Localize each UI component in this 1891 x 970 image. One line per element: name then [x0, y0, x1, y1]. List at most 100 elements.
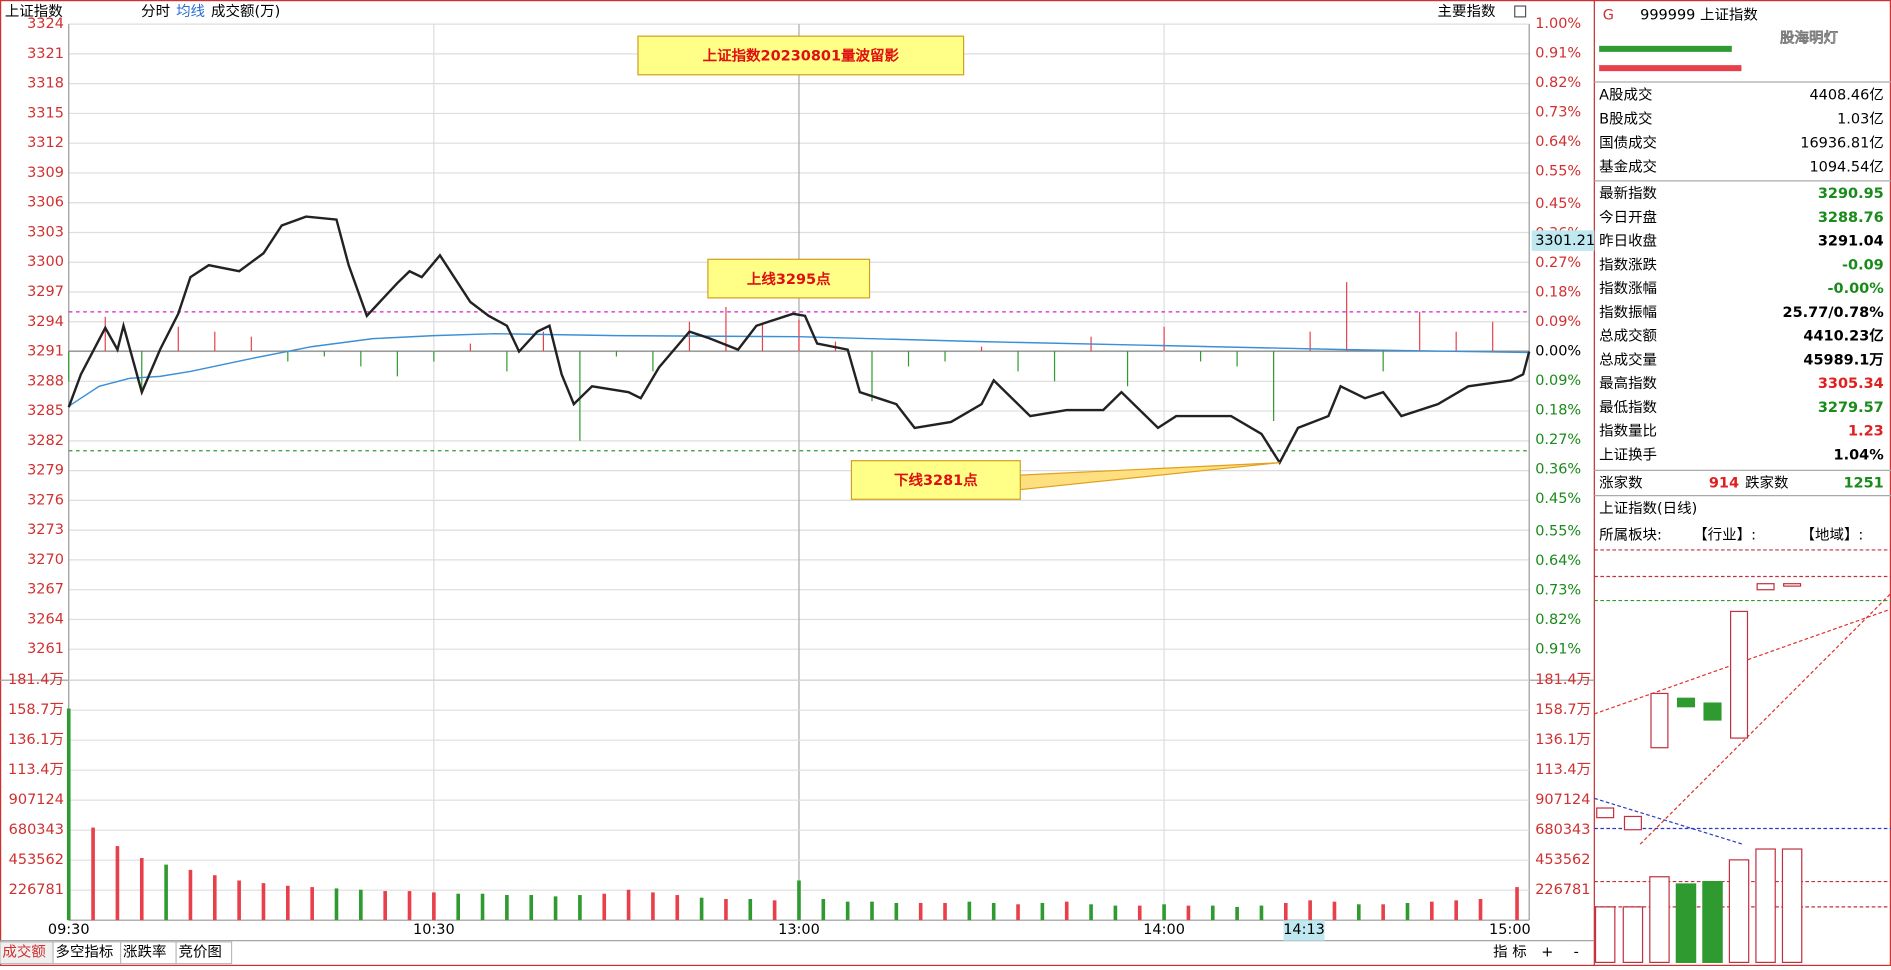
volume-bar	[699, 897, 704, 921]
y-tick-label: 3312	[27, 135, 64, 151]
y-tick-label: 907124	[9, 792, 64, 808]
y-tick-label: 3297	[27, 284, 64, 300]
row-label: 上证换手	[1599, 447, 1657, 464]
price-line	[67, 215, 1531, 466]
volume-bar	[456, 893, 461, 921]
volume-bar	[602, 893, 607, 921]
toolbar-item[interactable]: 成交额(万)	[211, 2, 280, 20]
tab-label[interactable]: 竞价图	[178, 943, 221, 961]
volume-bar	[1259, 905, 1264, 921]
volume-bar	[237, 880, 241, 921]
tab-tool[interactable]: 指 标	[1493, 944, 1527, 961]
volume-bar	[772, 900, 777, 921]
y-tick-label: 158.7万	[1535, 702, 1591, 718]
bar-green	[1599, 45, 1732, 52]
y2-tick-label: 0.09%	[1535, 373, 1581, 389]
y2-tick-label: 1.00%	[1535, 16, 1581, 32]
volume-bar	[1357, 904, 1361, 921]
y2-tick-label: 0.82%	[1535, 75, 1581, 91]
daily-candle	[1729, 610, 1749, 739]
volume-bar	[1332, 901, 1337, 921]
y2-tick-label: 0.91%	[1535, 642, 1581, 658]
toolbar-icon[interactable]	[1514, 5, 1527, 18]
row-value: -0.09	[1842, 257, 1884, 273]
y-tick-label: 3276	[27, 492, 64, 508]
tab-label[interactable]: 多空指标	[55, 944, 113, 961]
volume-bar	[432, 892, 436, 921]
volume-bar	[407, 891, 412, 921]
volume-bar	[1454, 900, 1458, 921]
daily-volume	[1702, 880, 1723, 963]
y-tick-label: 3267	[27, 582, 64, 598]
y-tick-label: 181.4万	[8, 672, 64, 688]
volume-bar	[480, 893, 485, 921]
y-tick-label: 3315	[27, 105, 64, 121]
y-tick-label: 453562	[1535, 852, 1590, 868]
row-value: 25.77/0.78%	[1783, 305, 1885, 321]
volume-bar	[383, 891, 387, 921]
volume-bar	[626, 889, 631, 921]
volume-bar	[651, 892, 655, 921]
y-tick-label: 3300	[27, 254, 64, 270]
volume-bar	[894, 902, 899, 921]
daily-sector: 所属板块:	[1599, 525, 1662, 543]
tab[interactable]	[175, 941, 233, 965]
volume-bar	[91, 827, 95, 921]
y2-tick-label: 0.73%	[1535, 583, 1581, 599]
row-value: 3279.57	[1818, 400, 1884, 416]
row-value: 1.03亿	[1837, 110, 1884, 127]
volume-bar	[212, 875, 217, 921]
volume-bar	[1064, 901, 1069, 921]
chart-title-box	[637, 35, 965, 76]
row-label: 昨日收盘	[1599, 232, 1657, 250]
y2-tick-label: 0.18%	[1535, 285, 1581, 301]
row-value: 4410.23亿	[1803, 327, 1883, 345]
tab-tool[interactable]: +	[1541, 945, 1553, 961]
x-tick-label: 13:00	[778, 922, 820, 938]
daily-trend	[1639, 592, 1891, 845]
row-label: B股成交	[1599, 109, 1652, 127]
y-tick-label: 136.1万	[8, 732, 64, 748]
row-label: 总成交量	[1599, 350, 1657, 368]
y-tick-label: 3321	[27, 46, 64, 62]
row-value: 1.04%	[1834, 448, 1885, 464]
y-tick-label: 158.7万	[8, 702, 64, 718]
tab-label[interactable]: 涨跌率	[123, 944, 166, 961]
y-tick-label: 3285	[27, 403, 64, 419]
volume-bar	[918, 902, 923, 921]
volume-bar	[1089, 904, 1093, 921]
daily-industry: 【行业】:	[1693, 526, 1756, 543]
row-value: 3305.34	[1818, 376, 1884, 392]
y2-tick-label: 0.64%	[1535, 134, 1581, 150]
volume-bar	[1405, 902, 1410, 921]
volume-bar	[286, 885, 290, 921]
y-tick-label: 3270	[27, 552, 64, 568]
row-label: 最新指数	[1599, 185, 1657, 202]
daily-volume	[1728, 859, 1750, 963]
y-tick-label: 3273	[27, 522, 64, 538]
volume-bar	[1515, 887, 1519, 921]
toolbar-item[interactable]: 均线	[176, 3, 205, 20]
daily-volume	[1594, 906, 1616, 963]
volume-bar	[845, 901, 850, 921]
x-tick-label: 09:30	[48, 922, 90, 938]
toolbar-right[interactable]: 主要指数	[1438, 3, 1496, 20]
row-value: -0.00%	[1828, 281, 1885, 297]
volume-bar	[1113, 905, 1118, 921]
daily-candle	[1756, 583, 1775, 591]
x-tick-label: 10:30	[413, 922, 455, 938]
y2-tick-label: 0.55%	[1535, 163, 1581, 179]
cursor-time: 14:13	[1283, 922, 1325, 938]
volume-bar	[1283, 902, 1288, 921]
volume-bar	[943, 902, 947, 921]
tab-label[interactable]: 成交额	[2, 943, 46, 961]
toolbar-item[interactable]: 分时	[141, 3, 170, 20]
volume-bar	[991, 902, 996, 921]
panel-flag: G	[1603, 8, 1614, 24]
y-tick-label: 3264	[27, 611, 64, 627]
x-tick-label: 14:00	[1143, 922, 1185, 938]
row-label: A股成交	[1599, 85, 1652, 103]
cursor-box	[1531, 230, 1595, 251]
tab-tool[interactable]: -	[1574, 945, 1579, 961]
daily-candle	[1676, 697, 1696, 708]
